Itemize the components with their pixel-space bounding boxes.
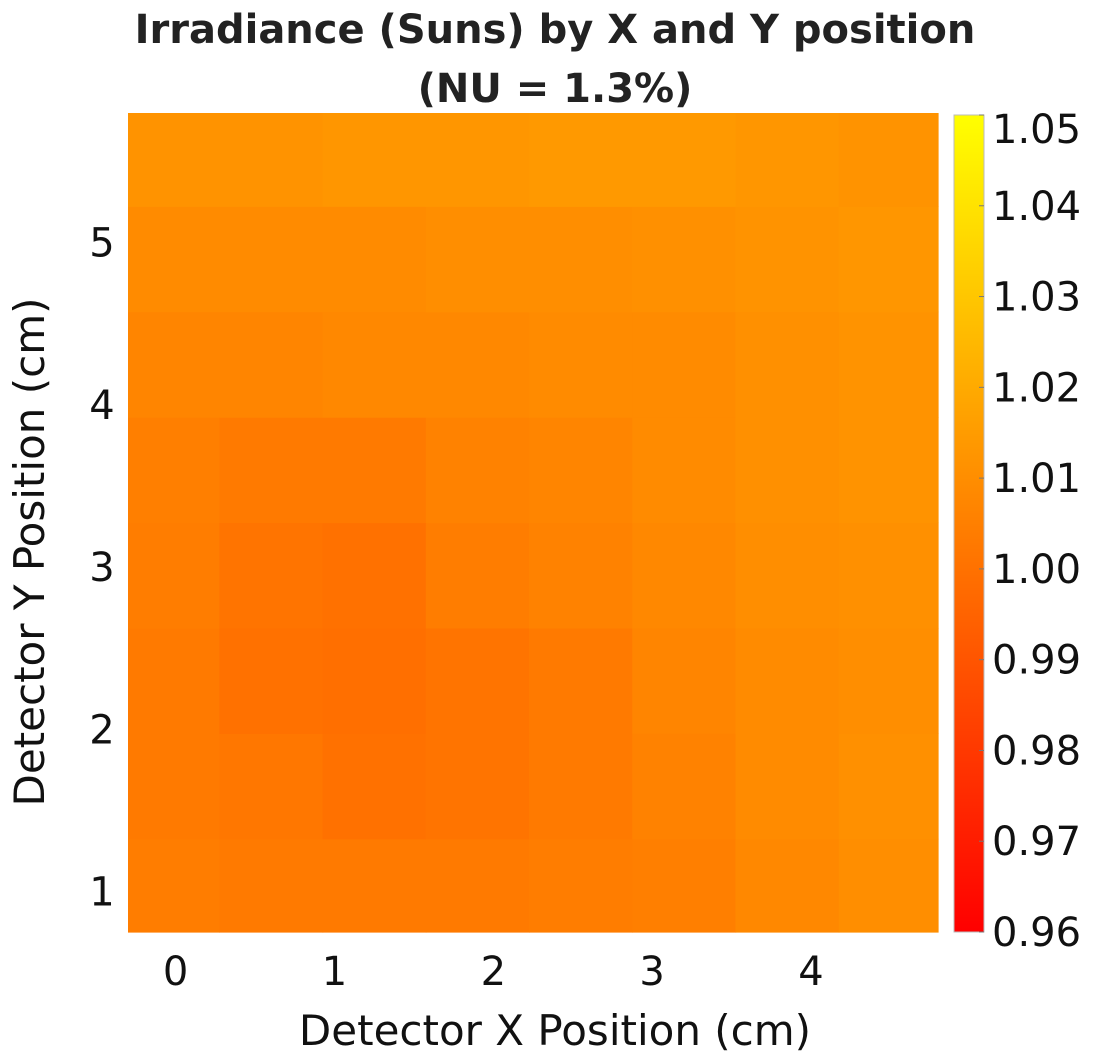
heatmap-cell <box>735 838 840 933</box>
heatmap-cell <box>425 627 530 734</box>
heatmap-cell <box>838 417 939 524</box>
colorbar-tick-label: 1.03 <box>992 275 1081 321</box>
colorbar: 1.05 1.04 1.03 1.02 1.01 1.00 0.99 0.98 0.97 0.96 <box>953 107 1081 956</box>
colorbar-tick-label: 1.00 <box>992 547 1081 593</box>
heatmap-cell <box>219 733 324 840</box>
chart-title: Irradiance (Suns) by X and Y position <box>135 7 976 53</box>
colorbar-tick-label: 1.04 <box>992 184 1081 230</box>
x-tick-label: 4 <box>798 949 823 995</box>
x-tick-label: 2 <box>481 949 506 995</box>
heatmap-cell <box>735 113 840 207</box>
heatmap-cell <box>425 733 530 840</box>
heatmap-cell <box>219 311 324 418</box>
colorbar-tick-label: 0.99 <box>992 638 1081 684</box>
colorbar-tick-label: 0.97 <box>992 819 1081 865</box>
heatmap-cell <box>529 522 633 629</box>
heatmap-cell <box>322 311 427 418</box>
heatmap-cell <box>322 838 427 933</box>
heatmap-cell <box>632 113 737 207</box>
colorbar-tick-label: 0.98 <box>992 728 1081 774</box>
heatmap-cell <box>632 206 737 313</box>
colorbar-tick-label: 1.02 <box>992 365 1081 411</box>
heatmap-cell <box>322 627 427 734</box>
y-tick-label: 1 <box>89 869 114 915</box>
heatmap-cell <box>322 113 427 207</box>
heatmap-cell <box>735 311 840 418</box>
heatmap-cell <box>838 733 939 840</box>
heatmap-cell <box>632 417 737 524</box>
heatmap-cell <box>529 311 633 418</box>
colorbar-gradient <box>953 114 985 933</box>
heatmap-cell <box>128 113 220 207</box>
heatmap-cell <box>838 311 939 418</box>
heatmap-cell <box>425 113 530 207</box>
heatmap-cell <box>735 522 840 629</box>
colorbar-tick-label: 1.01 <box>992 456 1081 502</box>
heatmap-cell <box>838 627 939 734</box>
heatmap-cell <box>838 113 939 207</box>
heatmap-cell <box>425 206 530 313</box>
heatmap-cell <box>425 838 530 933</box>
heatmap-cell <box>529 838 633 933</box>
heatmap-cell <box>425 311 530 418</box>
colorbar-tick-label: 0.96 <box>992 910 1081 956</box>
heatmap-cell <box>529 417 633 524</box>
heatmap-cell <box>838 522 939 629</box>
heatmap-cell <box>128 206 220 313</box>
heatmap-cell <box>322 417 427 524</box>
heatmap-cell <box>128 733 220 840</box>
heatmap-cell <box>128 522 220 629</box>
heatmap-cell <box>425 522 530 629</box>
x-tick-label: 3 <box>639 949 664 995</box>
heatmap-cell <box>529 733 633 840</box>
y-tick-label: 2 <box>89 707 114 753</box>
heatmap-cell <box>219 417 324 524</box>
x-axis-ticks: 0 1 2 3 4 <box>163 949 824 995</box>
heatmap-cell <box>735 206 840 313</box>
heatmap-cell <box>128 417 220 524</box>
heatmap-cell <box>322 733 427 840</box>
heatmap-cell <box>632 311 737 418</box>
y-tick-label: 3 <box>89 545 114 591</box>
heatmap-cell <box>632 522 737 629</box>
heatmap-cell <box>838 838 939 933</box>
chart-subtitle: (NU = 1.3%) <box>418 66 693 112</box>
heatmap-cell <box>322 522 427 629</box>
x-tick-label: 0 <box>163 949 188 995</box>
heatmap-cell <box>529 113 633 207</box>
heatmap-cell <box>838 206 939 313</box>
heatmap-cell <box>219 627 324 734</box>
heatmap-cell <box>128 627 220 734</box>
heatmap-cell <box>219 206 324 313</box>
heatmap-cell <box>632 627 737 734</box>
heatmap-cell <box>322 206 427 313</box>
colorbar-tick-label: 1.05 <box>992 107 1081 153</box>
y-tick-label: 5 <box>89 221 114 267</box>
heatmap-cell <box>735 417 840 524</box>
heatmap-cell <box>632 838 737 933</box>
heatmap-cell <box>529 627 633 734</box>
heatmap-cell <box>425 417 530 524</box>
heatmap-cell <box>128 311 220 418</box>
x-tick-label: 1 <box>322 949 347 995</box>
heatmap-cell <box>128 838 220 933</box>
y-axis-label: Detector Y Position (cm) <box>5 297 54 806</box>
heatmap-cell <box>219 522 324 629</box>
heatmap-cell <box>219 113 324 207</box>
heatmap-cell <box>529 206 633 313</box>
x-axis-label: Detector X Position (cm) <box>299 1006 811 1055</box>
heatmap-cells <box>128 113 939 933</box>
heatmap-cell <box>632 733 737 840</box>
y-axis-ticks: 1 2 3 4 5 <box>89 221 114 916</box>
heatmap-cell <box>735 627 840 734</box>
heatmap-cell <box>219 838 324 933</box>
heatmap-cell <box>735 733 840 840</box>
y-tick-label: 4 <box>89 383 114 429</box>
